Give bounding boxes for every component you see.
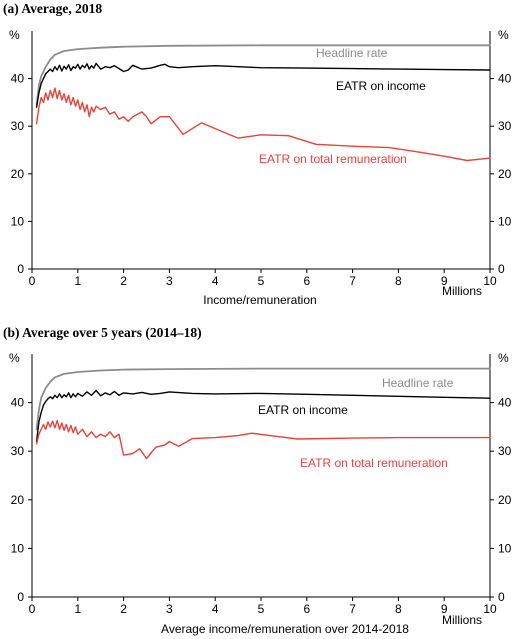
panel-a-x-axis-label: Income/remuneration — [203, 293, 316, 307]
panel-a-annotation-eatr-income: EATR on income — [336, 79, 426, 93]
panel-a-y-tick-label-right: 40 — [498, 72, 512, 86]
panel-b-x-axis-label: Average income/remuneration over 2014-20… — [161, 622, 409, 636]
panel-a-x-tick-label: 9 — [441, 274, 448, 288]
panel-b-x-tick-label: 3 — [166, 602, 173, 616]
panel-a-y-tick-label-right: 20 — [498, 167, 512, 181]
panel-b-x-tick-label: 4 — [212, 602, 219, 616]
panel-b-y-tick-label-left: 10 — [11, 541, 25, 555]
panel-b-x-tick-label: 0 — [29, 602, 36, 616]
panel-b-title: (b) Average over 5 years (2014–18) — [3, 325, 202, 340]
panel-b-series-eatr-on-income — [35, 389, 491, 443]
panel-b-left-unit: % — [9, 351, 20, 365]
panel-b-x-unit-label: Millions — [442, 613, 482, 627]
panel-a-x-tick-label: 3 — [166, 274, 173, 288]
panel-a-y-tick-label-right: 30 — [498, 119, 512, 133]
panel-a-y-tick-label-left: 30 — [11, 119, 25, 133]
panel-a-series-headline-rate — [35, 44, 491, 106]
panel-b-y-tick-label-right: 10 — [498, 541, 512, 555]
panel-b-x-tick-label: 6 — [303, 602, 310, 616]
panel-b-y-tick-label-right: 30 — [498, 444, 512, 458]
panel-b-x-tick-label: 8 — [395, 602, 402, 616]
panel-b-series-eatr-on-total-remuneration — [35, 419, 491, 460]
panel-b-x-tick-label: 5 — [258, 602, 265, 616]
panel-a-series-eatr-on-total-remuneration — [35, 87, 491, 162]
panel-b-y-tick-label-left: 0 — [17, 590, 24, 604]
panel-a-x-tick-label: 4 — [212, 274, 219, 288]
panel-b-y-tick-label-right: 20 — [498, 493, 512, 507]
panel-a-right-unit: % — [498, 28, 509, 42]
panel-a-x-tick-label: 7 — [349, 274, 356, 288]
panel-a-title: (a) Average, 2018 — [3, 1, 102, 16]
panel-b-y-tick-label-left: 40 — [11, 396, 25, 410]
panel-b-y-tick-label-left: 30 — [11, 444, 25, 458]
panel-a-x-tick-label: 10 — [483, 274, 497, 288]
panel-a-y-tick-label-left: 20 — [11, 167, 25, 181]
panel-b-right-unit: % — [498, 351, 509, 365]
panel-a-x-tick-label: 5 — [258, 274, 265, 288]
panel-a-series-eatr-on-income — [35, 62, 491, 108]
panel-b-y-tick-label-right: 40 — [498, 396, 512, 410]
panel-a-x-tick-label: 8 — [395, 274, 402, 288]
panel-b-x-tick-label: 7 — [349, 602, 356, 616]
panel-a-y-tick-label-right: 10 — [498, 214, 512, 228]
panel-a-x-tick-label: 2 — [120, 274, 127, 288]
panel-b-annotation-headline: Headline rate — [382, 376, 454, 390]
panel-b-annotation-eatr-income: EATR on income — [258, 403, 348, 417]
panel-a-x-unit-label: Millions — [442, 284, 482, 298]
panel-b-series-headline-rate — [35, 367, 491, 431]
panel-a-y-tick-label-left: 40 — [11, 72, 25, 86]
panel-b-y-tick-label-right: 0 — [498, 590, 505, 604]
panel-a-x-tick-label: 0 — [29, 274, 36, 288]
panel-a-x-tick-label: 1 — [74, 274, 81, 288]
panel-b-x-tick-label: 1 — [74, 602, 81, 616]
panel-b-annotation-eatr-remuneration: EATR on total remuneration — [300, 456, 448, 470]
panel-a-x-tick-label: 6 — [303, 274, 310, 288]
panel-b-x-tick-label: 9 — [441, 602, 448, 616]
panel-b-y-tick-label-left: 20 — [11, 493, 25, 507]
panel-a-annotation-headline: Headline rate — [316, 46, 388, 60]
panel-b-x-tick-label: 2 — [120, 602, 127, 616]
panel-b-x-tick-label: 10 — [483, 602, 497, 616]
panel-a-annotation-eatr-remuneration: EATR on total remuneration — [259, 152, 407, 166]
panel-a-y-tick-label-left: 0 — [17, 262, 24, 276]
panel-a-y-tick-label-right: 0 — [498, 262, 505, 276]
panel-a-y-tick-label-left: 10 — [11, 214, 25, 228]
panel-a-left-unit: % — [9, 28, 20, 42]
